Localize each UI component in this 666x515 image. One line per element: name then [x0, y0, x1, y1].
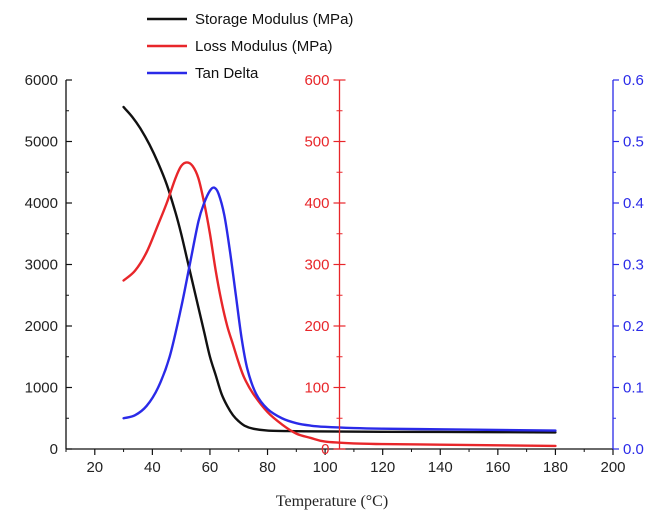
y-tick-label-mid: 0 [321, 441, 329, 458]
legend-label-2: Loss Modulus (MPa) [195, 38, 333, 55]
x-tick-label: 60 [202, 459, 219, 476]
y-tick-label-right: 0.6 [623, 72, 644, 89]
series-line-2 [122, 161, 557, 448]
x-tick-label: 80 [259, 459, 276, 476]
x-tick-label: 20 [86, 459, 103, 476]
legend: Storage Modulus (MPa) Loss Modulus (MPa) T… [147, 11, 353, 82]
y-tick-label-right: 0.0 [623, 441, 644, 458]
x-tick-label: 100 [313, 459, 338, 476]
y-tick-label-left: 5000 [25, 134, 58, 151]
y-tick-label-mid: 100 [304, 380, 329, 397]
y-tick-label-right: 0.1 [623, 380, 644, 397]
y-tick-label-right: 0.2 [623, 318, 644, 335]
y-tick-label-right: 0.3 [623, 257, 644, 274]
x-tick-label: 140 [428, 459, 453, 476]
y-tick-label-mid: 300 [304, 257, 329, 274]
x-axis-title: Temperature (°C) [276, 493, 388, 510]
y-tick-label-left: 2000 [25, 318, 58, 335]
y-tick-label-mid: 500 [304, 134, 329, 151]
series-line-3 [122, 186, 557, 432]
x-tick-label: 180 [543, 459, 568, 476]
y-tick-label-mid: 200 [304, 318, 329, 335]
y-tick-label-left: 6000 [25, 72, 58, 89]
y-tick-label-left: 4000 [25, 195, 58, 212]
y-tick-label-mid: 400 [304, 195, 329, 212]
y-tick-label-right: 0.5 [623, 134, 644, 151]
x-tick-label: 200 [600, 459, 625, 476]
series-layer [122, 105, 557, 448]
y-tick-label-mid: 600 [304, 72, 329, 89]
x-tick-label: 40 [144, 459, 161, 476]
legend-label-3: Tan Delta [195, 65, 259, 82]
legend-label-1: Storage Modulus (MPa) [195, 11, 353, 28]
x-tick-label: 120 [370, 459, 395, 476]
y-tick-label-left: 1000 [25, 380, 58, 397]
y-tick-label-right: 0.4 [623, 195, 644, 212]
y-tick-label-left: 0 [50, 441, 58, 458]
axes-layer: 20 40 60 80 100 120 140 160 180 20001000200030004… [25, 72, 644, 476]
x-tick-label: 160 [485, 459, 510, 476]
y-tick-label-left: 3000 [25, 257, 58, 274]
series-line-1 [122, 105, 557, 434]
